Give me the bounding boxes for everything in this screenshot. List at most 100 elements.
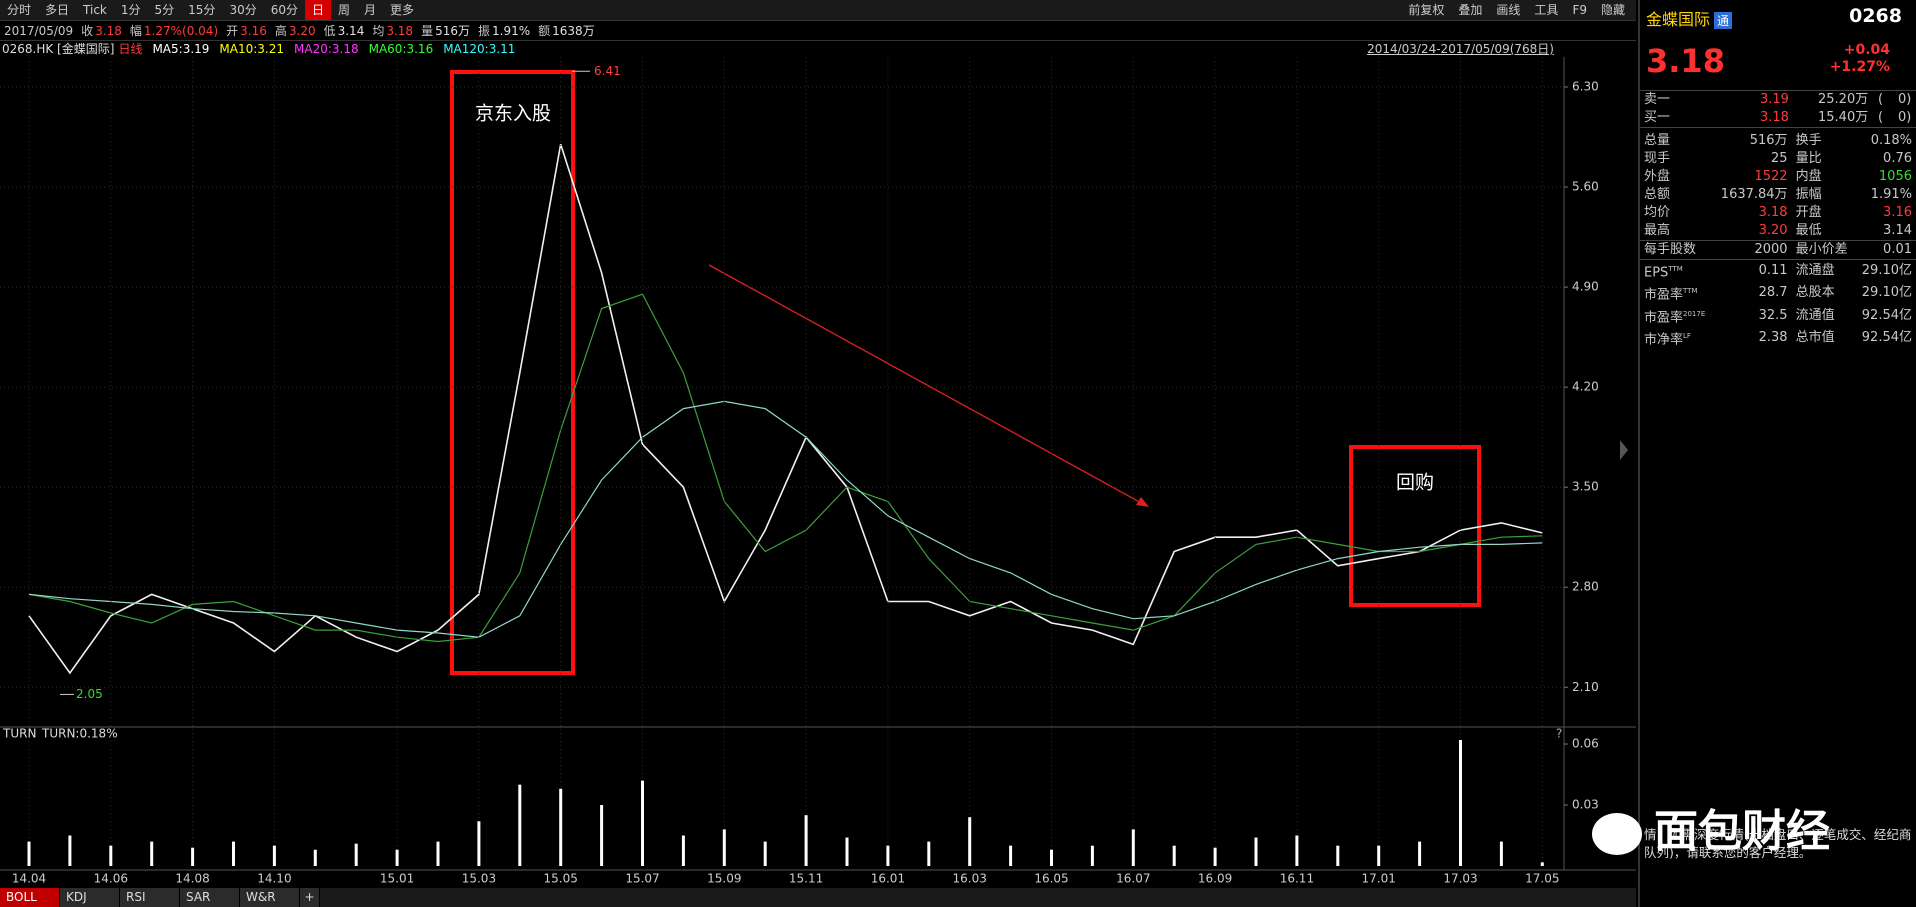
book-label: 买一 [1644, 110, 1671, 125]
turnover-bar [1172, 845, 1176, 866]
tool-button[interactable]: F9 [1572, 3, 1587, 17]
quote-label: 幅 [129, 24, 142, 38]
tool-button[interactable]: 隐藏 [1600, 3, 1625, 17]
indicator-tab[interactable]: BOLL [0, 888, 60, 907]
stat-name: 最高 [1644, 223, 1671, 238]
indicator-value: TURN:0.18% [41, 727, 118, 741]
book-volume: 25.20万 [1818, 92, 1869, 107]
collapse-toggle [1620, 440, 1628, 460]
stat-label: 均价 [1640, 204, 1713, 222]
price-line [28, 293, 1543, 643]
turnover-bar [1540, 862, 1544, 866]
change: +0.04 +1.27% [1830, 42, 1890, 76]
x-tick-label: 14.04 [12, 872, 46, 886]
stat-name: 市盈率 [1644, 309, 1684, 325]
quote-label: 量 [421, 24, 434, 38]
period-tab[interactable]: 多日 [45, 3, 70, 17]
quote-value: 516万 [435, 24, 470, 38]
stat-label: 内盘 [1792, 168, 1855, 186]
stat-label: 市盈率2017E [1640, 305, 1713, 327]
indicator-tab[interactable]: + [300, 888, 320, 907]
stats-row: 总量 516万 换手 0.18% [1640, 132, 1916, 150]
quote-bar: 2017/05/09 收 3.18 幅 1.27%(0.04) 开 3.16 高 3.20 低 3.… [0, 21, 1636, 41]
book-row: 卖一 3.19 25.20万 (0) [1640, 91, 1916, 109]
stats-row: 市净率LF 2.38 总市值 92.54亿 [1640, 327, 1916, 349]
indicator-tab[interactable]: W&R [240, 888, 300, 907]
period-tab[interactable]: 5分 [154, 3, 175, 17]
trend-arrow [708, 264, 1146, 506]
x-tick-label: 16.09 [1198, 872, 1232, 886]
quote-value: 1.91% [492, 24, 531, 38]
period-tab[interactable]: Tick [83, 3, 107, 17]
stat-value: 25 [1771, 151, 1788, 166]
quote-label: 高 [274, 24, 287, 38]
stat-name: 市盈率 [1644, 287, 1684, 303]
chart-header: 0268.HK [金蝶国际] 日线 MA5:3.19 MA10:3.21 MA20:3.… [0, 41, 1636, 57]
stat-label: 市盈率TTM [1640, 282, 1713, 304]
stats-row: 最高 3.20 最低 3.14 [1640, 222, 1916, 241]
stat-name: 开盘 [1795, 205, 1822, 220]
stat-name: 均价 [1644, 205, 1671, 220]
period-tab[interactable]: 月 [364, 3, 377, 17]
turnover-bar [272, 845, 276, 866]
arrow-head [1136, 497, 1149, 507]
tool-button[interactable]: 画线 [1496, 3, 1521, 17]
tool-button[interactable]: 前复权 [1408, 3, 1445, 17]
y-tick-label: 0.03 [1572, 798, 1599, 812]
period-tab[interactable]: 1分 [120, 3, 141, 17]
stat-label: 量比 [1792, 150, 1855, 168]
period-tab[interactable]: 15分 [188, 3, 216, 17]
period-tab[interactable]: 60分 [270, 3, 298, 17]
book-price: 3.18 [1760, 110, 1789, 125]
quote-item: 开 3.16 [226, 24, 267, 38]
stat-value: 28.7 [1758, 285, 1788, 301]
stat-label: 最低 [1792, 222, 1855, 241]
stat-label: 总股本 [1792, 282, 1855, 304]
stat-name: 流通盘 [1795, 263, 1835, 279]
tool-button[interactable]: 工具 [1534, 3, 1559, 17]
y-tick-label: 4.90 [1572, 280, 1599, 294]
period-tab[interactable]: 更多 [390, 3, 415, 17]
turnover-bar [313, 849, 317, 866]
turnover-bar [927, 841, 931, 866]
quote-item: 振 1.91% [478, 24, 530, 38]
tool-button[interactable]: 叠加 [1458, 3, 1483, 17]
turnover-bar [1499, 841, 1503, 866]
indicator-tab[interactable]: KDJ [60, 888, 120, 907]
turnover-bar [232, 841, 235, 866]
period-tab[interactable]: 30分 [229, 3, 257, 17]
stat-label: 换手 [1792, 132, 1855, 150]
period-tab[interactable]: 分时 [7, 3, 32, 17]
stat-name: 外盘 [1644, 169, 1671, 184]
stat-name: 总股本 [1795, 285, 1835, 301]
high-label: 6.41 [594, 64, 621, 78]
book-queue: ( [1878, 92, 1884, 107]
indicator-tab[interactable]: RSI [120, 888, 180, 907]
watermark: 面包财经 [1592, 795, 1830, 857]
stats-row: 总额 1637.84万 振幅 1.91% [1640, 186, 1916, 204]
quote-item: 幅 1.27%(0.04) [130, 24, 218, 38]
turnover-bar [150, 841, 154, 866]
stat-value: 1056 [1878, 169, 1912, 184]
stat-value: 32.5 [1758, 307, 1788, 323]
turnover-bar [600, 805, 604, 866]
y-tick-label: 6.30 [1572, 80, 1599, 94]
stats-row: 每手股数 2000 最小价差 0.01 [1640, 240, 1916, 260]
stat-label: 最高 [1640, 222, 1713, 241]
x-tick-label: 14.06 [94, 872, 128, 886]
quote-date: 2017/05/09 [4, 24, 74, 38]
book-count: 0) [1898, 92, 1912, 107]
indicator-tab[interactable]: SAR [180, 888, 240, 907]
period-tab[interactable]: 周 [338, 3, 351, 17]
turnover-bar [1459, 739, 1462, 866]
x-tick-label: 17.05 [1525, 872, 1559, 886]
stat-value: 1.91% [1870, 187, 1912, 202]
period-tab[interactable]: 日 [305, 0, 332, 20]
stat-value: 2000 [1712, 240, 1792, 260]
stat-name: EPS [1644, 265, 1669, 281]
ma-legend: MA120:3.11 [443, 42, 516, 56]
date-range[interactable]: 2014/03/24-2017/05/09(768日) [1367, 42, 1554, 56]
quote-item: 量 516万 [421, 24, 470, 38]
x-tick-label: 15.11 [789, 872, 823, 886]
turnover-bar [763, 841, 767, 866]
